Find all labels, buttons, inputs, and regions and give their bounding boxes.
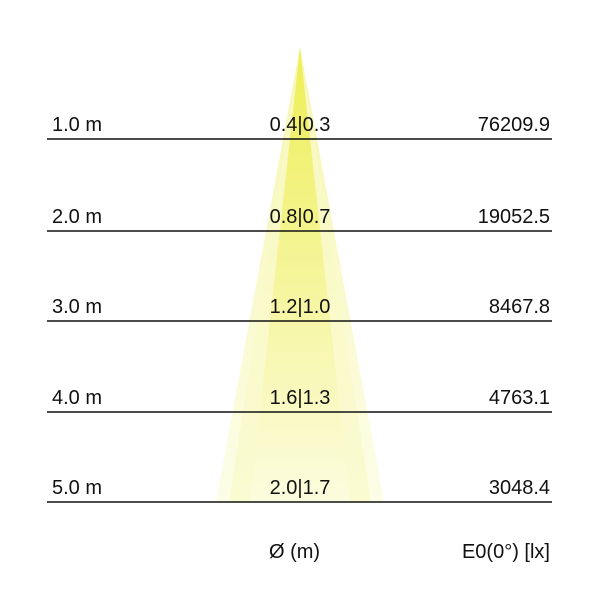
illuminance-axis-label: E0(0°) [lx]	[461, 541, 550, 563]
illuminance-label: 76209.9	[477, 114, 550, 136]
illuminance-label: 4763.1	[488, 387, 550, 409]
diameter-label: 1.6|1.3	[269, 387, 331, 409]
distance-label: 2.0 m	[52, 206, 103, 228]
illuminance-label: 3048.4	[488, 477, 550, 499]
diameter-label: 0.4|0.3	[269, 114, 331, 136]
diameter-label: 2.0|1.7	[269, 477, 331, 499]
core-beam-cone	[250, 47, 350, 502]
distance-label: 3.0 m	[52, 296, 103, 318]
distance-label: 4.0 m	[52, 387, 103, 409]
illuminance-label: 19052.5	[477, 206, 550, 228]
diameter-axis-label: Ø (m)	[269, 541, 321, 563]
illuminance-label: 8467.8	[488, 296, 550, 318]
distance-label: 5.0 m	[52, 477, 103, 499]
diameter-label: 0.8|0.7	[269, 206, 331, 228]
distance-label: 1.0 m	[52, 114, 103, 136]
diameter-label: 1.2|1.0	[269, 296, 331, 318]
